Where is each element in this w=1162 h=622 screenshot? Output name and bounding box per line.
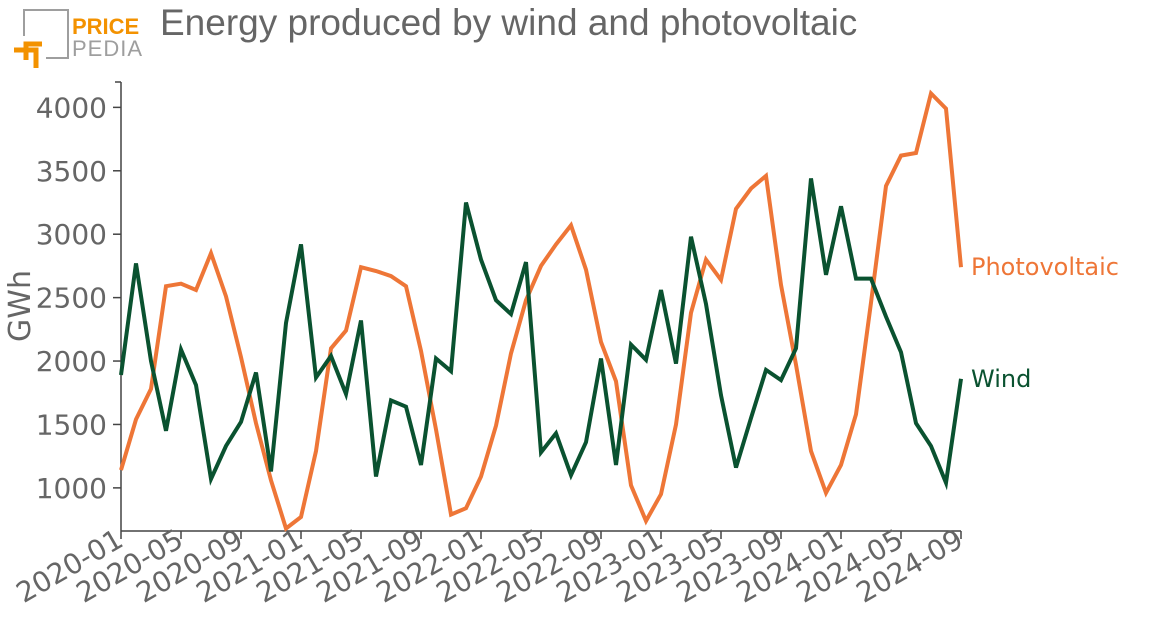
series-line-photovoltaic bbox=[119, 89, 963, 532]
chart-title: Energy produced by wind and photovoltaic bbox=[160, 2, 858, 43]
y-axis: 1000 1500 2000 2500 3000 3500 4000 bbox=[36, 81, 122, 531]
series-layer: Photovoltaic Wind bbox=[119, 89, 1119, 532]
series-label-photovoltaic: Photovoltaic bbox=[971, 253, 1119, 281]
logo-text-pedia: PEDIA bbox=[72, 36, 142, 61]
y-tick-label: 3500 bbox=[36, 155, 107, 188]
series-label-wind: Wind bbox=[971, 365, 1031, 393]
y-tick-label: 1000 bbox=[36, 472, 107, 505]
y-tick-label: 3000 bbox=[36, 218, 107, 251]
x-axis: 2020-012020-052020-092021-012021-052021-… bbox=[11, 522, 969, 609]
y-axis-title: GWh bbox=[3, 270, 38, 342]
series-line-wind bbox=[119, 178, 963, 491]
y-tick-label: 2000 bbox=[36, 345, 107, 378]
y-tick-label: 4000 bbox=[36, 91, 107, 124]
pricepedia-logo: PRICE PEDIA bbox=[14, 9, 142, 68]
logo-text-price: PRICE bbox=[72, 14, 139, 39]
logo-mark-icon bbox=[14, 9, 69, 68]
y-tick-label: 1500 bbox=[36, 408, 107, 441]
y-tick-label: 2500 bbox=[36, 282, 107, 315]
